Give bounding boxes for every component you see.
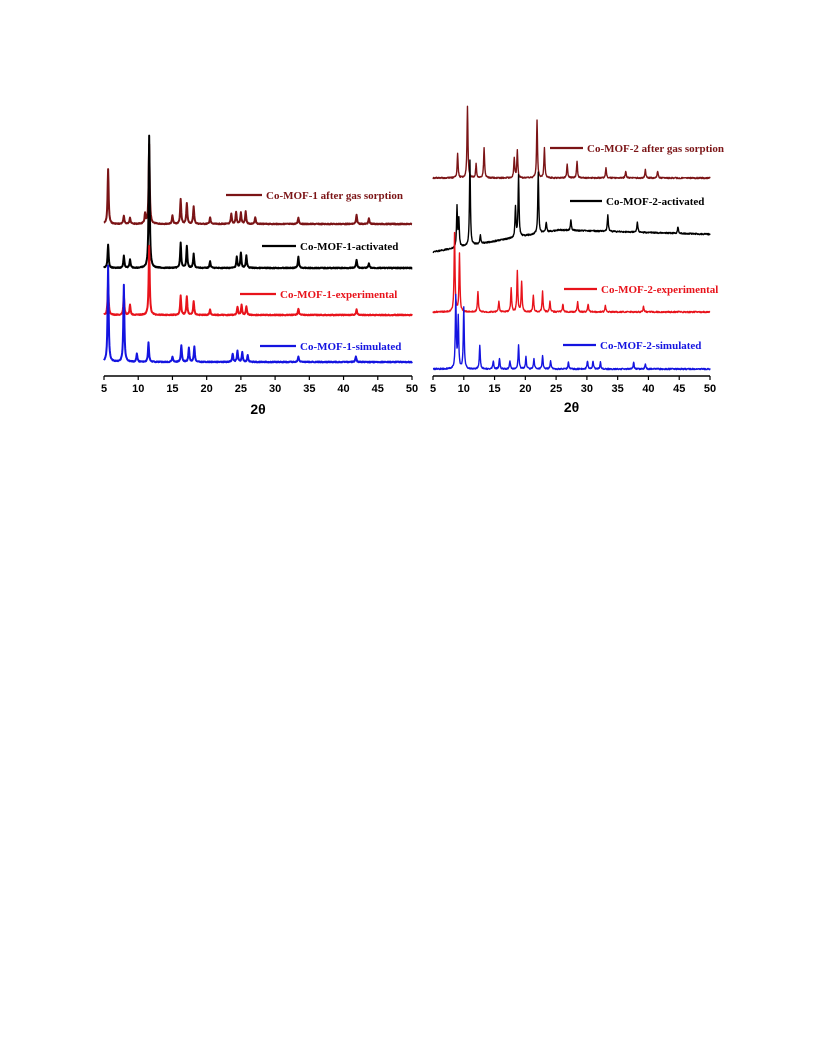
x-tick-label: 35 (612, 383, 624, 395)
x-tick-label: 25 (235, 383, 247, 395)
x-tick-label: 35 (303, 383, 315, 395)
co-mof-1-legend-group: Co-MOF-1 after gas sorption Co-MOF-1-acti… (226, 190, 403, 353)
co-mof-1-x-axis-label: 2θ (250, 401, 265, 417)
legend-label-co-mof-2-experimental: Co-MOF-2-experimental (601, 284, 718, 296)
trace-co-mof-2-experimental (432, 231, 711, 314)
trace-co-mof-2-after-gas-sorption (432, 105, 711, 180)
x-tick-label: 10 (132, 383, 144, 395)
legend-label-co-mof-2-after-gas-sorption: Co-MOF-2 after gas sorption (587, 143, 724, 155)
x-tick-label: 40 (337, 383, 349, 395)
trace-co-mof-1-simulated (103, 264, 413, 364)
x-tick-label: 20 (201, 383, 213, 395)
trace-co-mof-1-experimental (103, 244, 413, 317)
legend-label-co-mof-1-activated: Co-MOF-1-activated (300, 241, 398, 253)
x-tick-label: 10 (458, 383, 470, 395)
x-tick-label: 45 (673, 383, 685, 395)
co-mof-2-trace-group (432, 105, 711, 371)
x-tick-label: 40 (642, 383, 654, 395)
trace-co-mof-2-simulated (432, 293, 711, 371)
legend-label-co-mof-1-after-gas-sorption: Co-MOF-1 after gas sorption (266, 190, 403, 202)
x-tick-label: 45 (372, 383, 384, 395)
legend-label-co-mof-2-simulated: Co-MOF-2-simulated (600, 340, 701, 352)
x-tick-label: 50 (406, 383, 418, 395)
x-tick-label: 5 (430, 383, 436, 395)
x-tick-label: 25 (550, 383, 562, 395)
co-mof-1-x-ticks: 5 10 15 20 25 30 35 40 45 50 (101, 376, 418, 395)
x-tick-label: 20 (519, 383, 531, 395)
x-tick-label: 15 (166, 383, 178, 395)
co-mof-2-xrd-panel: Co-MOF-2 after gas sorption Co-MOF-2-acti… (430, 105, 724, 415)
co-mof-1-xrd-panel: Co-MOF-1 after gas sorption Co-MOF-1-acti… (101, 134, 418, 417)
trace-co-mof-1-after-gas-sorption (103, 143, 413, 226)
x-tick-label: 50 (704, 383, 716, 395)
x-tick-label: 5 (101, 383, 107, 395)
x-tick-label: 30 (581, 383, 593, 395)
x-tick-label: 30 (269, 383, 281, 395)
legend-label-co-mof-2-activated: Co-MOF-2-activated (606, 196, 704, 208)
co-mof-1-trace-group (103, 134, 413, 364)
x-tick-label: 15 (488, 383, 500, 395)
legend-label-co-mof-1-experimental: Co-MOF-1-experimental (280, 289, 397, 301)
legend-label-co-mof-1-simulated: Co-MOF-1-simulated (300, 341, 401, 353)
co-mof-2-x-axis-label: 2θ (564, 399, 579, 415)
trace-co-mof-1-activated (103, 134, 413, 270)
trace-co-mof-2-activated (432, 159, 711, 254)
co-mof-2-legend-group: Co-MOF-2 after gas sorption Co-MOF-2-acti… (550, 143, 724, 352)
co-mof-2-x-ticks: 5 10 15 20 25 30 35 40 45 50 (430, 376, 716, 395)
